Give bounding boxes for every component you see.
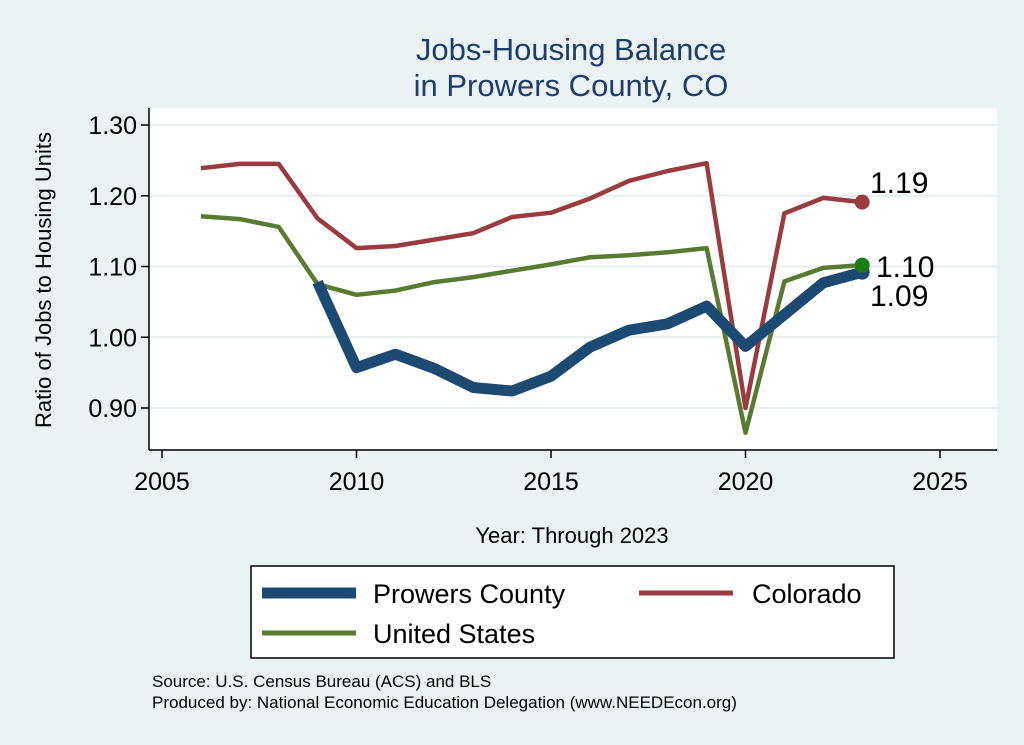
x-tick-label: 2005 [134, 468, 190, 496]
series-line-united-states [200, 214, 863, 436]
end-marker-colorado [854, 194, 870, 210]
x-tick-label: 2025 [912, 468, 968, 496]
gridlines [149, 124, 997, 409]
legend-box [250, 565, 895, 659]
chart-title-line-1: Jobs-Housing Balance [416, 32, 726, 67]
series-line-colorado [200, 160, 863, 411]
end-labels: 1.09 1.19 1.10 [854, 167, 934, 313]
legend-label-prowers-county: Prowers County [373, 579, 566, 609]
y-tick-label: 1.20 [88, 183, 137, 211]
legend-label-united-states: United States [373, 619, 535, 649]
end-label-united-states: 1.10 [876, 251, 934, 284]
y-tick-label: 1.30 [88, 112, 137, 140]
x-axis-title: Year: Through 2023 [475, 523, 668, 548]
legend-label-colorado: Colorado [752, 579, 862, 609]
chart-title-line-2: in Prowers County, CO [414, 68, 729, 103]
y-tick-label: 1.00 [88, 324, 137, 352]
x-tick-label: 2020 [718, 468, 774, 496]
series-layer [200, 160, 864, 436]
y-tick-label: 1.10 [88, 254, 137, 282]
x-tick-label: 2015 [523, 468, 579, 496]
end-marker-united-states [854, 257, 870, 273]
plot-area [149, 108, 997, 450]
y-tick-label: 0.90 [88, 395, 137, 423]
axes: 0.90 1.00 1.10 1.20 1.30 2005 2010 2015 2020 2025 [88, 108, 997, 496]
series-line-prowers-county [312, 266, 864, 397]
end-label-colorado: 1.19 [870, 167, 928, 200]
x-tick-label: 2010 [329, 468, 385, 496]
legend: Prowers County Colorado United States [250, 565, 895, 659]
end-label-prowers-county: 1.09 [870, 280, 928, 313]
source-note: Source: U.S. Census Bureau (ACS) and BLS [152, 672, 491, 691]
producer-note: Produced by: National Economic Education… [152, 693, 737, 712]
y-axis-title: Ratio of Jobs to Housing Units [31, 132, 56, 428]
